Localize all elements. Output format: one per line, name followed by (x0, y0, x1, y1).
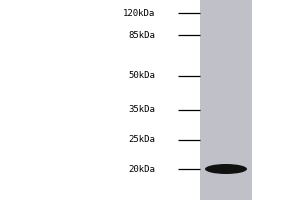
Text: 20kDa: 20kDa (128, 164, 155, 173)
Text: 35kDa: 35kDa (128, 106, 155, 114)
Bar (200, 0, 252, 200)
Text: 120kDa: 120kDa (123, 8, 155, 18)
Ellipse shape (205, 164, 247, 174)
Text: 85kDa: 85kDa (128, 30, 155, 40)
Text: 25kDa: 25kDa (128, 136, 155, 144)
Text: 50kDa: 50kDa (128, 72, 155, 80)
